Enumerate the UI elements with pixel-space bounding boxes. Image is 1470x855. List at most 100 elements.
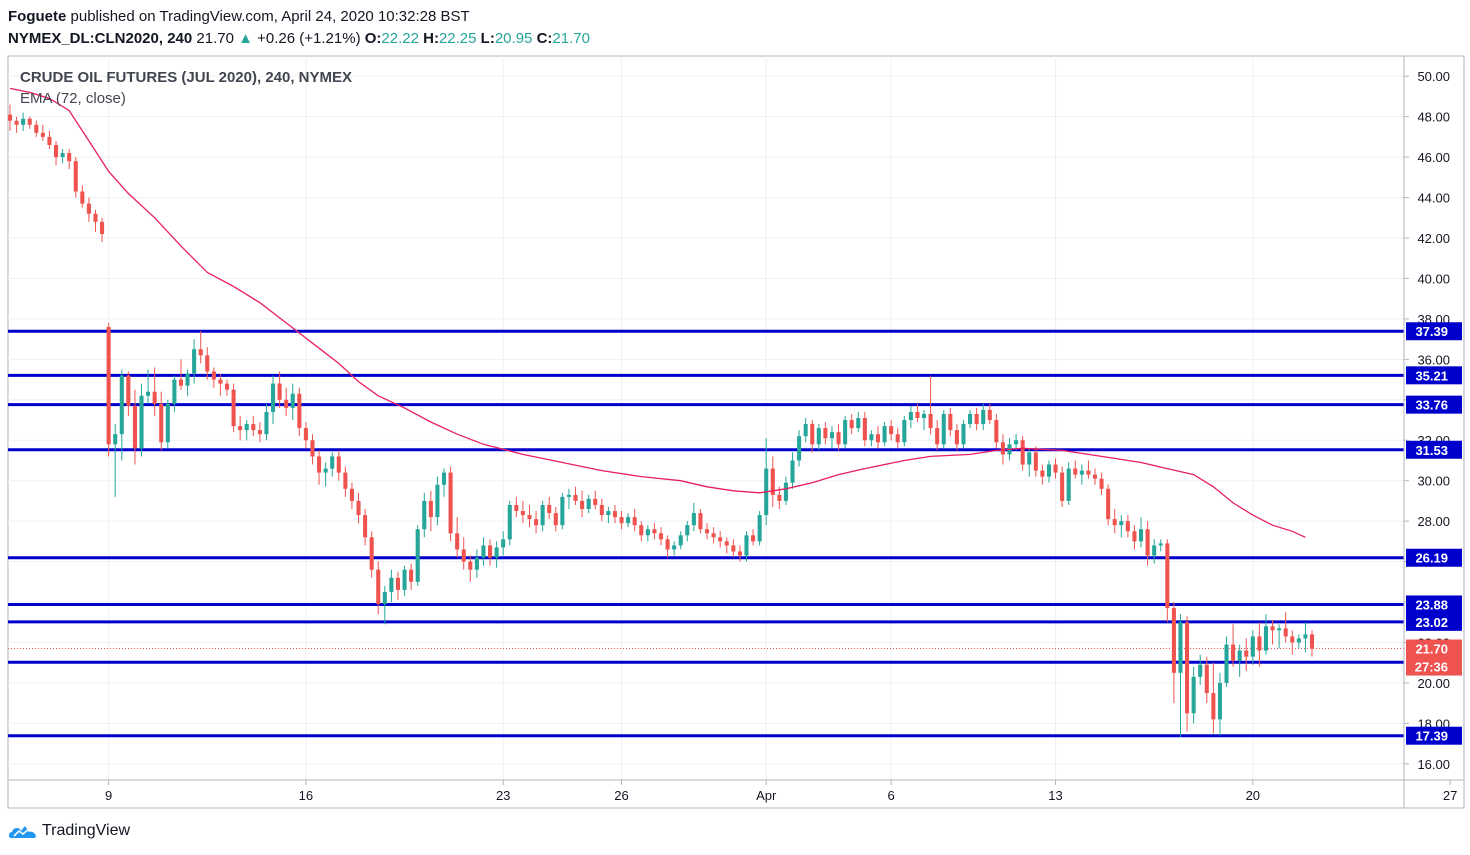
- candle: [645, 525, 650, 542]
- candle: [185, 369, 190, 396]
- candle-body: [1060, 472, 1065, 501]
- candle: [290, 383, 295, 421]
- candle: [422, 492, 427, 538]
- candle-body: [448, 472, 453, 534]
- candle-body: [402, 569, 407, 590]
- publisher-name[interactable]: Foguete: [8, 8, 67, 25]
- candle-body: [132, 405, 137, 449]
- candle: [1145, 521, 1150, 566]
- candle-body: [698, 513, 703, 530]
- candle: [599, 498, 604, 522]
- candle: [461, 537, 466, 570]
- candle-body: [415, 529, 420, 582]
- candle-body: [152, 391, 157, 404]
- candle-body: [106, 326, 111, 445]
- cloud-logo-icon: [9, 826, 36, 838]
- candle: [47, 130, 52, 150]
- candle: [994, 413, 999, 449]
- candle-body: [711, 533, 716, 538]
- candle-body: [1119, 521, 1124, 526]
- candle: [1046, 460, 1052, 483]
- indicator-label[interactable]: EMA (72, close): [20, 90, 126, 107]
- candle: [468, 555, 473, 582]
- candle-body: [645, 529, 650, 536]
- support-resistance-lines: [8, 329, 1404, 738]
- candle: [737, 545, 742, 562]
- candle-body: [783, 482, 788, 501]
- candle-body: [751, 535, 756, 542]
- candle: [1257, 622, 1262, 667]
- candle: [218, 373, 223, 396]
- candle: [711, 527, 716, 544]
- candle: [586, 494, 591, 514]
- candle-body: [757, 515, 762, 542]
- candle-body: [113, 434, 118, 445]
- high-label: H:: [423, 30, 439, 47]
- price-change: +0.26 (+1.21%): [257, 30, 361, 47]
- candle: [178, 359, 184, 390]
- candle: [540, 500, 545, 532]
- candle: [1158, 539, 1163, 552]
- candle: [560, 492, 565, 530]
- candle: [409, 563, 414, 590]
- candle-body: [218, 379, 223, 384]
- candle: [382, 585, 387, 625]
- candle-body: [869, 434, 874, 441]
- candle-body: [856, 418, 861, 429]
- candle: [652, 523, 657, 540]
- candle: [724, 537, 729, 554]
- candle-body: [100, 221, 105, 234]
- candle-body: [1296, 638, 1301, 643]
- candle-body: [1283, 628, 1288, 637]
- candle: [86, 197, 91, 222]
- candle-body: [889, 426, 894, 435]
- candle: [376, 561, 381, 615]
- symbol-name: NYMEX_DL:CLN2020, 240: [8, 30, 193, 47]
- candle-body: [968, 413, 973, 425]
- candle: [27, 116, 32, 129]
- candle-body: [895, 434, 900, 443]
- candle: [1066, 462, 1071, 505]
- candle-body: [1244, 650, 1249, 657]
- candle-body: [1250, 636, 1255, 657]
- tradingview-logo[interactable]: TradingView: [8, 820, 130, 842]
- candle-body: [455, 533, 460, 550]
- candle-body: [1263, 626, 1269, 651]
- candle-body: [376, 569, 381, 605]
- candle: [310, 434, 315, 465]
- candle: [954, 424, 959, 451]
- price-axis[interactable]: 16.0018.0020.0022.0024.0026.0028.0030.00…: [1403, 56, 1462, 808]
- candle: [948, 407, 953, 437]
- candle: [93, 209, 98, 232]
- candle: [159, 391, 164, 451]
- level-label: 17.39: [1415, 729, 1448, 744]
- candle-body: [1106, 488, 1111, 520]
- candle-body: [987, 409, 992, 421]
- candle: [665, 535, 670, 558]
- candle-body: [737, 551, 742, 556]
- candle: [428, 490, 433, 532]
- candle: [336, 450, 341, 481]
- candle: [849, 413, 854, 435]
- level-label: 31.53: [1415, 443, 1448, 458]
- candle: [606, 506, 611, 524]
- open-label: O:: [364, 30, 382, 47]
- candlestick-chart[interactable]: 16.0018.0020.0022.0024.0026.0028.0030.00…: [0, 0, 1470, 820]
- candle: [14, 116, 19, 133]
- candle-body: [27, 118, 32, 125]
- candle: [113, 424, 118, 497]
- candle-body: [1191, 676, 1196, 714]
- candle: [53, 140, 59, 166]
- candle-body: [994, 420, 999, 443]
- candle-body: [382, 591, 387, 605]
- candle-body: [520, 511, 525, 516]
- candle-body: [1014, 440, 1019, 445]
- last-price-label-bg: [1406, 639, 1462, 676]
- candle: [1277, 624, 1282, 649]
- candle-body: [704, 529, 710, 534]
- publish-info: Foguete published on TradingView.com, Ap…: [8, 6, 590, 28]
- time-axis[interactable]: 9 16 23 26 Apr 6 13 20 27: [8, 779, 1464, 803]
- candle-body: [14, 120, 19, 125]
- candle-body: [468, 561, 473, 570]
- candle-body: [1152, 545, 1157, 556]
